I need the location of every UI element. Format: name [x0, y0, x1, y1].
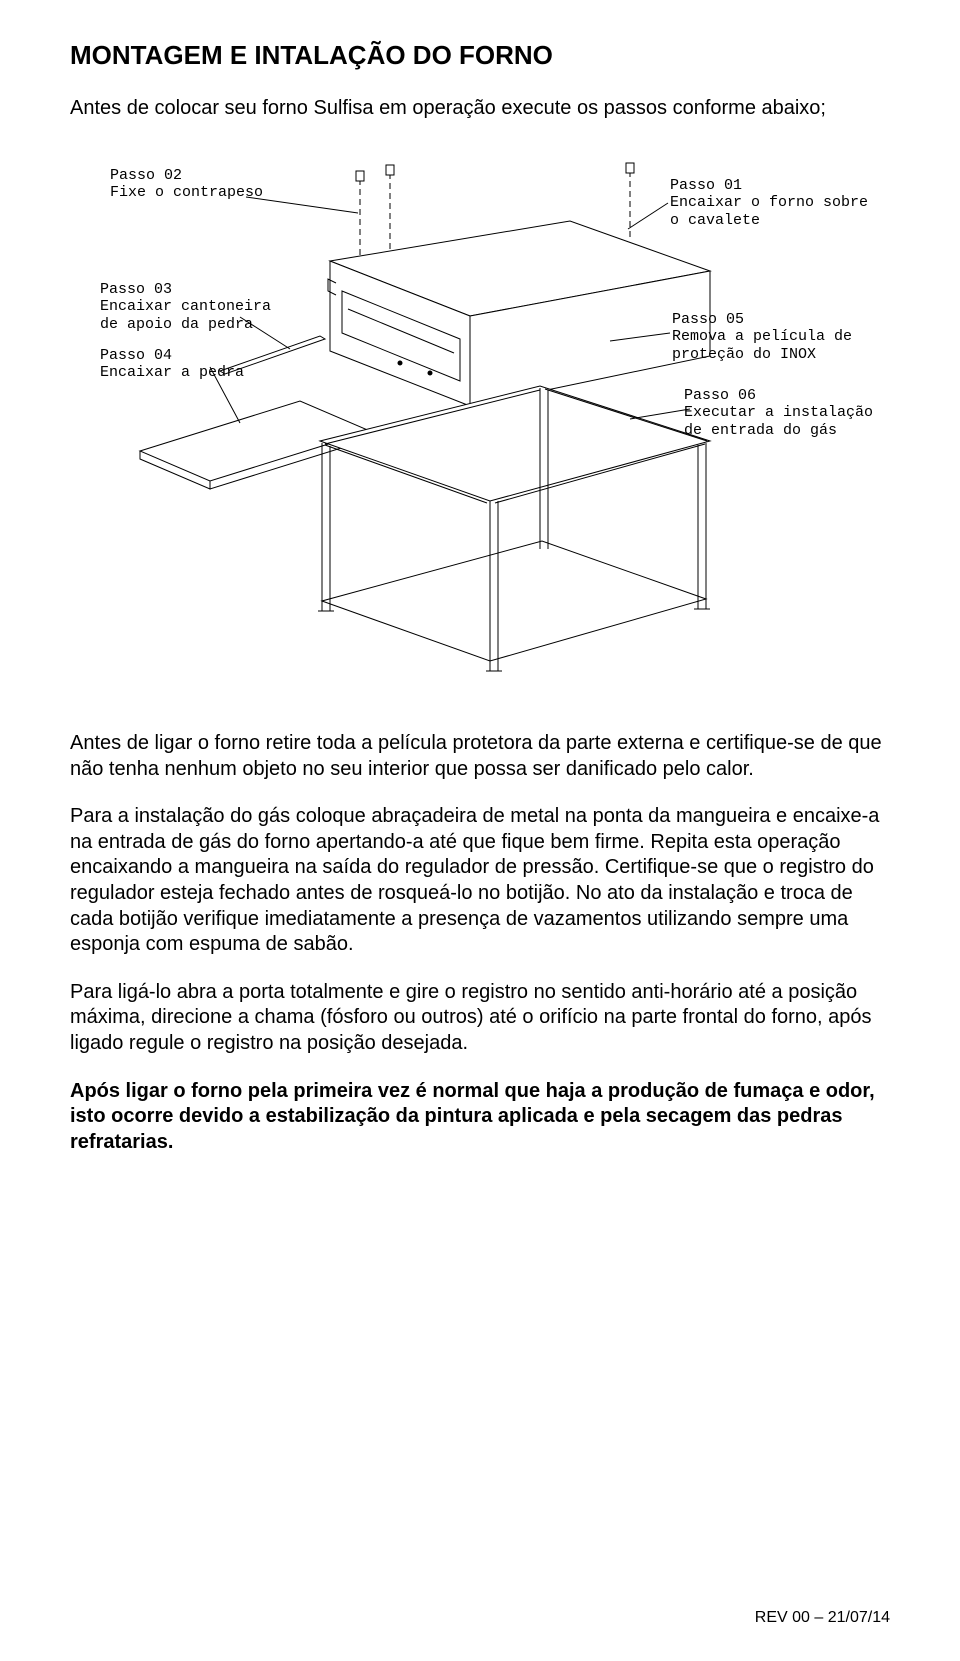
- assembly-diagram: Passo 02 Fixe o contrapeso Passo 03 Enca…: [70, 141, 890, 701]
- revision-footer: REV 00 – 21/07/14: [755, 1609, 890, 1627]
- callout-step-06: Passo 06 Executar a instalação de entrad…: [684, 387, 873, 439]
- callout-step-02: Passo 02 Fixe o contrapeso: [110, 167, 263, 202]
- paragraph-4-bold: Após ligar o forno pela primeira vez é n…: [70, 1079, 890, 1156]
- callout-step-04: Passo 04 Encaixar a pedra: [100, 347, 244, 382]
- page-title: MONTAGEM E INTALAÇÃO DO FORNO: [70, 40, 890, 71]
- paragraph-3: Para ligá-lo abra a porta totalmente e g…: [70, 980, 890, 1057]
- paragraph-2: Para a instalação do gás coloque abraçad…: [70, 804, 890, 958]
- intro-text: Antes de colocar seu forno Sulfisa em op…: [70, 95, 890, 121]
- paragraph-1: Antes de ligar o forno retire toda a pel…: [70, 731, 890, 782]
- callout-step-03: Passo 03 Encaixar cantoneira de apoio da…: [100, 281, 271, 333]
- callout-step-01: Passo 01 Encaixar o forno sobre o cavale…: [670, 177, 868, 229]
- callout-step-05: Passo 05 Remova a película de proteção d…: [672, 311, 852, 363]
